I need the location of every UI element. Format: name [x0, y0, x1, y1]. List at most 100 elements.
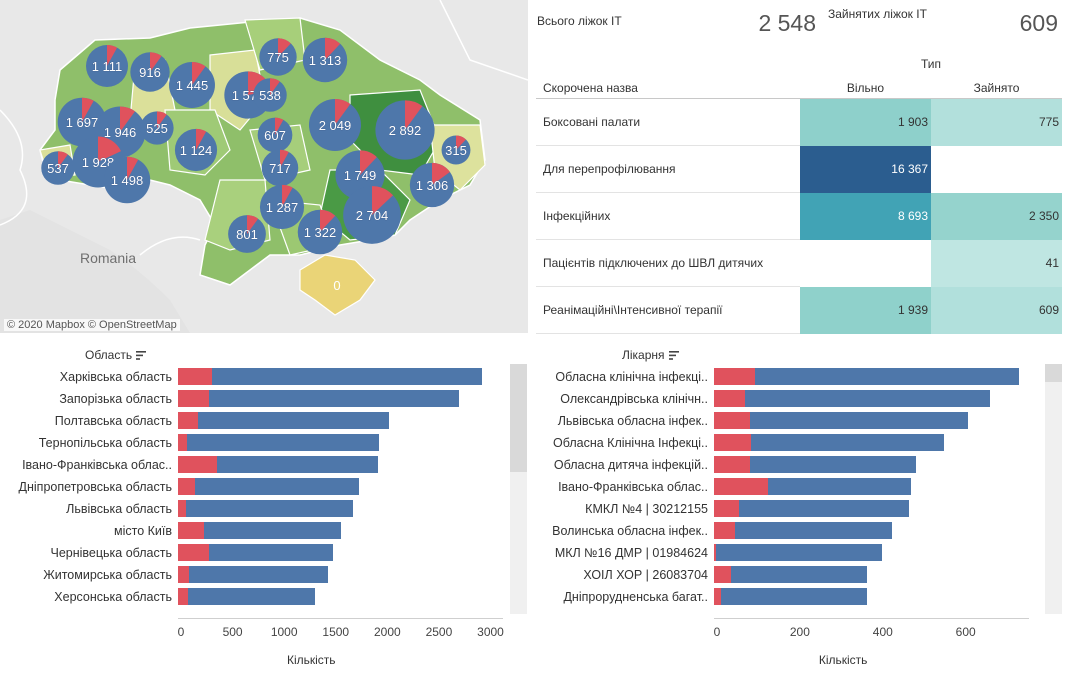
category-label[interactable]: МКЛ №16 ДМР | 01984624 — [554, 546, 708, 560]
map-attribution[interactable]: © 2020 Mapbox © OpenStreetMap — [4, 319, 180, 331]
free-cell[interactable]: 8 693 — [800, 193, 931, 240]
category-label[interactable]: Івано-Франківська облас.. — [22, 458, 172, 472]
bar-free[interactable] — [755, 368, 1019, 385]
category-label[interactable]: Тернопільська область — [38, 436, 172, 450]
bar-occupied[interactable] — [714, 412, 751, 429]
occupied-cell[interactable]: 2 350 — [931, 193, 1062, 240]
table-row[interactable]: Реанімаційні\Інтенсивної терапії 1 939 609 — [536, 287, 1062, 334]
map-bubble[interactable]: 1 313 — [302, 37, 348, 83]
bar-free[interactable] — [721, 588, 867, 605]
bar-free[interactable] — [197, 412, 390, 429]
occupied-cell[interactable]: 41 — [931, 240, 1062, 287]
bar-free[interactable] — [217, 456, 379, 473]
category-label[interactable]: Чернівецька область — [50, 546, 173, 560]
bar-occupied[interactable] — [714, 368, 756, 385]
bar-free[interactable] — [189, 566, 328, 583]
regions-map[interactable]: Romania 1 111 916 1 445 775 1 313 1 575 538 1 6… — [0, 0, 528, 333]
table-row[interactable]: Інфекційних 8 693 2 350 — [536, 193, 1062, 240]
bar-occupied[interactable] — [714, 566, 731, 583]
map-bubble[interactable]: 315 — [441, 135, 471, 165]
map-bubble[interactable]: 1 322 — [297, 209, 343, 255]
bar-occupied[interactable] — [178, 588, 189, 605]
free-column-header[interactable]: Вільно — [846, 81, 885, 95]
bar-occupied[interactable] — [178, 456, 218, 473]
map-bubble[interactable]: 0 — [333, 278, 340, 293]
category-label[interactable]: КМКЛ №4 | 30212155 — [585, 502, 708, 516]
category-label[interactable]: Івано-Франківська облас.. — [558, 480, 708, 494]
occupied-cell[interactable] — [931, 146, 1062, 193]
category-label[interactable]: Обласна Клінічна Інфекці.. — [553, 436, 708, 450]
category-label[interactable]: Волинська обласна інфек.. — [552, 524, 708, 538]
map-bubble[interactable]: 525 — [140, 111, 174, 145]
map-bubble[interactable]: 1 749 — [335, 150, 385, 200]
occupied-cell[interactable]: 775 — [931, 99, 1062, 146]
map-bubble[interactable]: 1 697 — [57, 97, 107, 147]
map-bubble[interactable]: 775 — [259, 38, 297, 76]
bar-occupied[interactable] — [714, 588, 722, 605]
bar-free[interactable] — [745, 390, 990, 407]
bar-occupied[interactable] — [178, 500, 187, 517]
bar-occupied[interactable] — [714, 522, 735, 539]
bar-free[interactable] — [188, 588, 316, 605]
bar-free[interactable] — [738, 500, 909, 517]
vertical-scrollbar[interactable] — [510, 364, 527, 614]
category-label[interactable]: Обласна клінічна інфекці.. — [555, 370, 708, 384]
map-bubble[interactable]: 1 124 — [174, 128, 218, 172]
category-label[interactable]: Олександрівська клінічн.. — [560, 392, 708, 406]
bar-occupied[interactable] — [178, 478, 195, 495]
bar-free[interactable] — [750, 412, 969, 429]
name-column-header[interactable]: Скорочена назва — [543, 81, 638, 95]
chart-title[interactable]: Лікарня — [622, 348, 679, 362]
bar-free[interactable] — [186, 500, 354, 517]
table-row[interactable]: Пацієнтів підключених до ШВЛ дитячих 41 — [536, 240, 1062, 287]
free-cell[interactable]: 16 367 — [800, 146, 931, 193]
scrollbar-thumb[interactable] — [510, 364, 527, 472]
bar-occupied[interactable] — [714, 500, 739, 517]
bar-occupied[interactable] — [178, 390, 209, 407]
category-label[interactable]: ХОІЛ ХОР | 26083704 — [583, 568, 708, 582]
map-bubble[interactable]: 1 306 — [409, 162, 455, 208]
free-cell[interactable] — [800, 240, 931, 287]
category-label[interactable]: Дніпрорудненська багат.. — [563, 590, 708, 604]
occupied-column-header[interactable]: Зайнято — [973, 81, 1020, 95]
map-bubble[interactable]: 2 049 — [308, 98, 362, 152]
bar-free[interactable] — [716, 544, 882, 561]
bar-free[interactable] — [208, 390, 459, 407]
bar-free[interactable] — [203, 522, 341, 539]
free-cell[interactable]: 1 939 — [800, 287, 931, 334]
map-bubble[interactable]: 717 — [261, 149, 299, 187]
sort-icon[interactable] — [668, 349, 679, 360]
map-bubble[interactable]: 2 704 — [343, 186, 401, 244]
bar-occupied[interactable] — [178, 368, 213, 385]
map-bubble[interactable]: 1 111 — [86, 45, 128, 87]
bar-free[interactable] — [750, 456, 916, 473]
bar-free[interactable] — [751, 434, 945, 451]
bar-free[interactable] — [730, 566, 868, 583]
bar-free[interactable] — [734, 522, 893, 539]
bar-occupied[interactable] — [714, 434, 752, 451]
category-label[interactable]: Обласна дитяча інфекцій.. — [553, 458, 708, 472]
map-bubble[interactable]: 2 892 — [375, 100, 435, 160]
vertical-scrollbar[interactable] — [1045, 364, 1062, 614]
bar-free[interactable] — [208, 544, 333, 561]
category-label[interactable]: Дніпропетровська область — [18, 480, 172, 494]
bar-free[interactable] — [767, 478, 911, 495]
bar-free[interactable] — [194, 478, 359, 495]
bar-free[interactable] — [187, 434, 380, 451]
map-bubble[interactable]: 801 — [228, 215, 266, 253]
category-label[interactable]: Львівська обласна інфек.. — [557, 414, 708, 428]
sort-icon[interactable] — [136, 349, 147, 360]
map-bubble[interactable]: 607 — [257, 117, 293, 153]
map-bubble[interactable]: 1 498 — [103, 156, 151, 204]
free-cell[interactable]: 1 903 — [800, 99, 931, 146]
bar-occupied[interactable] — [178, 522, 204, 539]
category-label[interactable]: місто Київ — [113, 524, 172, 538]
bar-occupied[interactable] — [178, 544, 209, 561]
chart-title[interactable]: Область — [85, 348, 147, 362]
map-bubble[interactable]: 537 — [41, 151, 75, 185]
table-row[interactable]: Боксовані палати 1 903 775 — [536, 99, 1062, 146]
bar-occupied[interactable] — [178, 434, 188, 451]
bar-occupied[interactable] — [714, 544, 717, 561]
bar-occupied[interactable] — [178, 412, 198, 429]
category-label[interactable]: Житомирська область — [43, 568, 172, 582]
